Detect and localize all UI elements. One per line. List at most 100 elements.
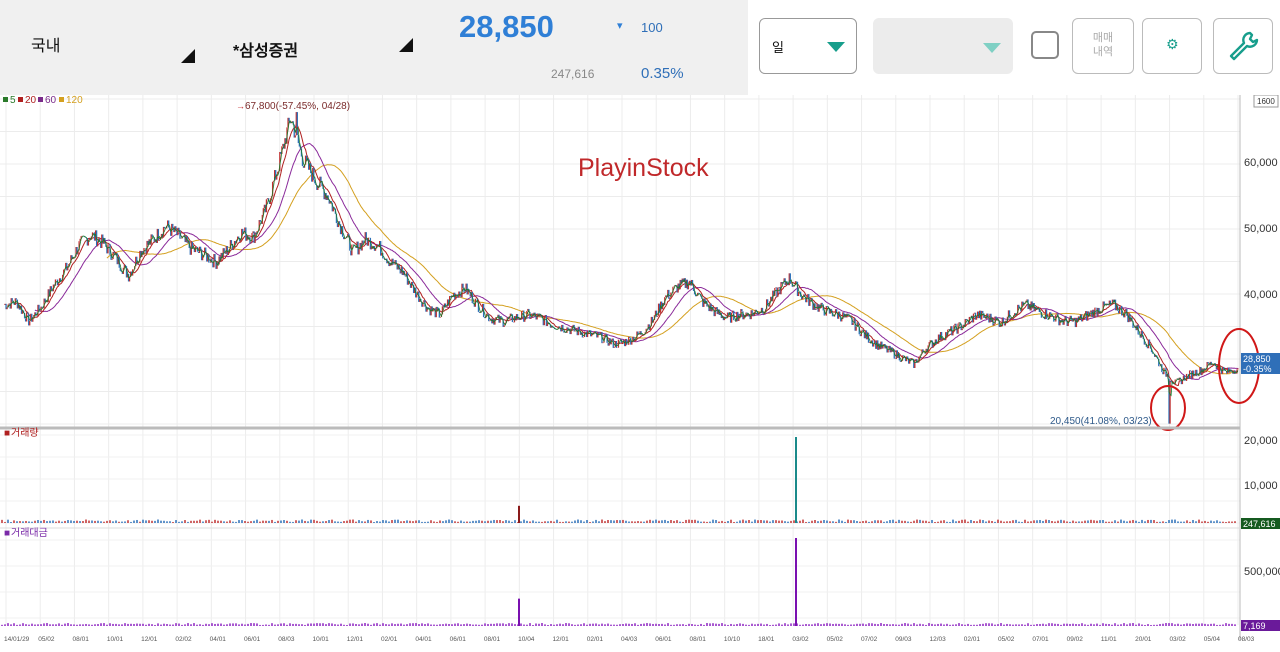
price-tag-change: -0.35% <box>1243 364 1272 374</box>
date-label: 09/03 <box>895 636 912 643</box>
amount-tag-value: 7,169 <box>1243 621 1266 631</box>
date-label: 12/03 <box>930 636 947 643</box>
amount-bars <box>1 538 1236 626</box>
stock-name[interactable]: *삼성증권 <box>233 43 299 60</box>
date-label: 05/04 <box>1204 636 1221 643</box>
date-label: 10/04 <box>518 636 535 643</box>
high-annotation: 67,800(-57.45%, 04/28) <box>245 101 350 112</box>
date-label: 14/01/29 <box>4 636 30 643</box>
ma120-label: 120 <box>66 95 83 106</box>
ma20-swatch <box>18 97 23 102</box>
date-label: 07/02 <box>861 636 878 643</box>
ma20-label: 20 <box>25 95 37 106</box>
date-label: 12/01 <box>347 636 364 643</box>
date-label: 04/03 <box>621 636 638 643</box>
volume-value: 247,616 <box>551 67 595 81</box>
ma-legend: 5 20 60 120 <box>3 95 83 106</box>
low-annotation: 20,450(41.08%, 03/23) <box>1050 416 1152 427</box>
trade-history-label-2: 내역 <box>1092 46 1114 58</box>
ma60-swatch <box>38 97 43 102</box>
date-label: 09/02 <box>1067 636 1084 643</box>
change-rate: 0.35% <box>641 65 684 82</box>
amount-title: 거래대금 <box>11 527 48 539</box>
stock-chart[interactable]: 5 20 60 120 1600 60,000 50,000 40,000 Pl… <box>0 95 1280 652</box>
date-label: 05/02 <box>827 636 844 643</box>
volume-axis-20000: 20,000 <box>1244 435 1278 447</box>
quote-header: 국내 *삼성증권 28,850 ▾ 100 247,616 0.35% <box>0 0 748 95</box>
volume-tag-value: 247,616 <box>1243 519 1276 529</box>
date-label: 03/02 <box>1169 636 1186 643</box>
date-label: 02/02 <box>175 636 192 643</box>
date-label: 08/03 <box>278 636 295 643</box>
date-label: 06/01 <box>655 636 672 643</box>
second-dropdown-icon <box>983 43 1001 53</box>
date-label: 10/01 <box>107 636 124 643</box>
date-label: 04/01 <box>210 636 227 643</box>
low-highlight-circle <box>1150 385 1186 431</box>
date-label: 20/01 <box>1135 636 1152 643</box>
date-label: 07/01 <box>1032 636 1049 643</box>
price-series <box>4 112 1239 424</box>
ma60-label: 60 <box>45 95 57 106</box>
compare-checkbox[interactable] <box>1031 31 1059 59</box>
volume-title: 거래량 <box>11 427 39 439</box>
price-axis-40000: 40,000 <box>1244 289 1278 301</box>
chart-grid <box>0 95 1241 640</box>
down-arrow-icon: ▾ <box>617 20 623 32</box>
date-label: 04/01 <box>415 636 432 643</box>
date-label: 06/01 <box>244 636 261 643</box>
date-label: 03/02 <box>792 636 809 643</box>
volume-title-icon: ■ <box>4 428 10 439</box>
price-tag <box>1241 353 1280 374</box>
date-axis: 14/01/29 05/02 08/01 10/01 12/01 02/02 04/01 06… <box>4 636 1255 643</box>
market-selector[interactable]: 국내 <box>31 38 61 55</box>
amount-tag <box>1241 620 1280 631</box>
date-label: 18/01 <box>758 636 775 643</box>
wrench-icon <box>1229 31 1259 61</box>
volume-bars <box>1 437 1236 523</box>
date-label: 11/01 <box>1101 636 1117 643</box>
tools-button[interactable] <box>1213 18 1273 74</box>
date-label: 08/03 <box>1238 636 1255 643</box>
trade-history-label-1: 매매 <box>1092 32 1114 44</box>
date-label: 12/01 <box>552 636 569 643</box>
volume-tag <box>1241 518 1280 529</box>
date-label: 08/01 <box>73 636 90 643</box>
second-select[interactable] <box>873 18 1013 74</box>
date-label: 05/02 <box>38 636 55 643</box>
date-label: 06/01 <box>450 636 467 643</box>
market-dropdown-icon[interactable] <box>181 49 195 63</box>
gear-icon: ⚙ <box>1166 36 1179 52</box>
price-tag-value: 28,850 <box>1243 354 1271 364</box>
change-amount: 100 <box>641 20 663 35</box>
date-label: 08/01 <box>484 636 501 643</box>
date-label: 02/01 <box>381 636 398 643</box>
date-label: 02/01 <box>587 636 604 643</box>
trade-history-button[interactable]: 매매 내역 <box>1072 18 1134 74</box>
date-label: 05/02 <box>998 636 1015 643</box>
volume-axis-10000: 10,000 <box>1244 480 1278 492</box>
amount-title-icon: ■ <box>4 528 10 539</box>
zoom-label: 1600 <box>1257 97 1275 106</box>
date-label: 12/01 <box>141 636 158 643</box>
watermark: PlayinStock <box>578 154 709 182</box>
date-label: 10/01 <box>313 636 330 643</box>
zoom-box <box>1253 95 1279 108</box>
ma5-line <box>7 120 1239 397</box>
amount-axis-500000: 500,000 <box>1244 566 1280 578</box>
price-axis-50000: 50,000 <box>1244 223 1278 235</box>
high-arrow-icon: → <box>236 101 245 111</box>
ma5-label: 5 <box>10 95 16 106</box>
stock-dropdown-icon[interactable] <box>399 38 413 52</box>
period-select[interactable]: 일 <box>759 18 857 74</box>
period-select-value: 일 <box>772 40 784 55</box>
period-dropdown-icon <box>827 42 845 52</box>
date-label: 08/01 <box>690 636 707 643</box>
ma5-swatch <box>3 97 8 102</box>
ma120-swatch <box>59 97 64 102</box>
date-label: 02/01 <box>964 636 981 643</box>
chart-settings-button[interactable]: ⚙ <box>1142 18 1202 74</box>
date-label: 10/10 <box>724 636 741 643</box>
price-axis-60000: 60,000 <box>1244 157 1278 169</box>
current-price: 28,850 <box>459 9 554 44</box>
